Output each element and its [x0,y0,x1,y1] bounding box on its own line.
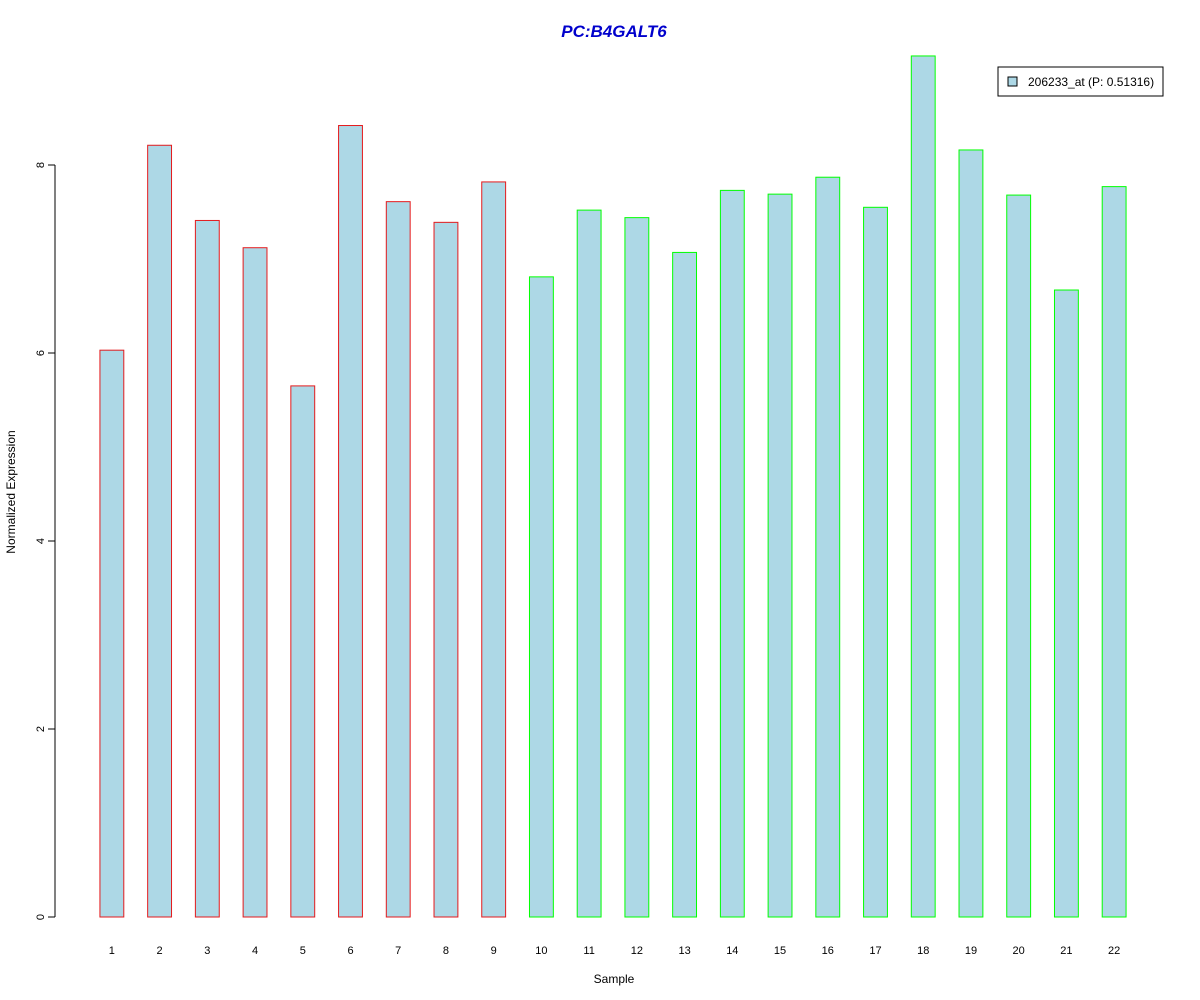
bar-sample-12 [624,217,650,918]
y-tick-label: 2 [35,726,47,732]
legend: 206233_at (P: 0.51316) [997,66,1164,97]
bar-sample-3 [194,219,220,918]
bar-sample-10 [528,276,554,918]
x-tick-label: 10 [535,945,547,957]
x-tick-label: 5 [300,945,306,957]
y-tick-label: 6 [35,350,47,356]
x-axis-label: Sample [594,972,635,986]
x-tick-label: 8 [443,945,449,957]
bar-sample-4 [242,247,268,918]
y-tick-label: 4 [35,538,47,544]
bar-sample-17 [863,206,888,918]
bar-sample-6 [338,125,363,918]
x-tick-label: 15 [774,945,786,957]
x-tick-label: 22 [1108,945,1120,957]
y-tick-label: 8 [35,162,47,168]
x-tick-label: 4 [252,945,258,957]
bar-sample-22 [1101,186,1127,918]
y-axis-label: Normalized Expression [4,430,18,553]
x-tick-label: 11 [583,945,594,957]
x-tick-label: 13 [678,945,690,957]
bar-sample-1 [99,349,125,918]
bars [99,55,1127,918]
x-tick-label: 9 [491,945,497,957]
x-tick-label: 7 [395,945,401,957]
bar-sample-20 [1006,194,1032,918]
x-tick-label: 6 [347,945,353,957]
y-axis: 0 2 4 6 8 [35,162,56,920]
bar-sample-21 [1053,289,1079,918]
x-tick-label: 17 [869,945,881,957]
x-tick-label: 20 [1013,945,1025,957]
x-tick-label: 19 [965,945,977,957]
x-tick-label: 12 [631,945,643,957]
bar-sample-9 [481,181,507,918]
bar-sample-8 [433,221,459,918]
bar-sample-15 [767,193,793,918]
x-tick-label: 21 [1060,945,1072,957]
bar-sample-19 [958,149,984,918]
x-tick-label: 2 [157,945,163,957]
chart-title: PC:B4GALT6 [561,22,667,41]
bar-sample-16 [815,176,841,918]
bar-sample-2 [147,144,173,918]
x-tick-label: 14 [726,945,738,957]
bar-sample-13 [672,251,698,918]
bar-sample-11 [576,209,602,918]
bar-sample-7 [385,201,411,918]
x-tick-label: 18 [917,945,929,957]
bar-sample-5 [290,385,316,918]
y-tick-label: 0 [35,914,47,920]
legend-entry-label: 206233_at (P: 0.51316) [1028,75,1154,89]
legend-box [997,66,1164,97]
bar-sample-14 [719,189,745,918]
x-tick-labels: 1 2 3 4 5 6 7 8 9 10 11 12 13 14 15 16 17 18 19 20 21 22 [109,945,1120,957]
legend-swatch [1007,76,1018,87]
bar-sample-18 [910,55,936,918]
x-tick-label: 16 [822,945,834,957]
x-tick-label: 1 [109,945,115,957]
x-tick-label: 3 [204,945,210,957]
